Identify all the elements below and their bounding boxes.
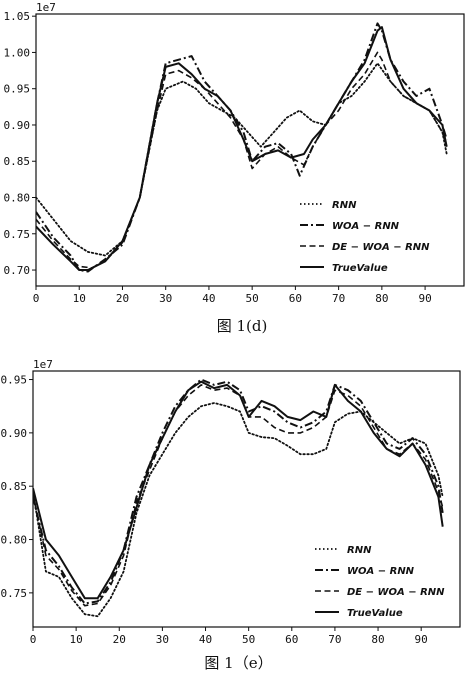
x-tick-label: 30 bbox=[156, 633, 169, 646]
legend-label-rnn: RNN bbox=[347, 545, 372, 556]
chart-d: 1e7 0 10 20 30 40 50 60 70 80 90 0.70 0.75 0.80 0.85 0.… bbox=[4, 1, 465, 335]
figure-caption: 图 1（e） bbox=[204, 654, 272, 672]
y-tick-label: 0.85 bbox=[1, 480, 28, 493]
x-tick-label: 60 bbox=[285, 633, 298, 646]
y-tick-label: 0.95 bbox=[4, 83, 31, 96]
x-tick-label: 40 bbox=[202, 292, 215, 305]
x-tick-label: 20 bbox=[116, 292, 129, 305]
legend-label-truevalue: TrueValue bbox=[347, 608, 403, 619]
y-tick-label: 0.85 bbox=[4, 155, 31, 168]
x-tick-label: 90 bbox=[418, 292, 431, 305]
y-tick-label: 0.75 bbox=[4, 228, 31, 241]
series-line-truevalue bbox=[36, 26, 448, 271]
x-tick-label: 10 bbox=[70, 633, 83, 646]
y-tick-label: 0.70 bbox=[4, 264, 31, 277]
axis-multiplier-label: 1e7 bbox=[33, 358, 53, 371]
x-tick-label: 0 bbox=[30, 633, 37, 646]
series-lines bbox=[36, 22, 448, 273]
x-tick-label: 70 bbox=[328, 633, 341, 646]
series-line-de-woa-rnn bbox=[36, 51, 448, 269]
legend-label-de-woa-rnn: DE − WOA − RNN bbox=[347, 587, 445, 598]
y-tick-label: 0.90 bbox=[1, 427, 28, 440]
y-tick-label: 1.05 bbox=[4, 10, 31, 23]
x-tick-label: 80 bbox=[375, 292, 388, 305]
x-tick-label: 40 bbox=[199, 633, 212, 646]
series-line-woa-rnn bbox=[33, 378, 444, 605]
x-tick-label: 90 bbox=[415, 633, 428, 646]
y-tick-label: 0.75 bbox=[1, 587, 28, 600]
legend-label-woa-rnn: WOA − RNN bbox=[332, 221, 400, 232]
x-tick-label: 0 bbox=[33, 292, 40, 305]
series-line-truevalue bbox=[33, 380, 444, 600]
x-tick-label: 60 bbox=[289, 292, 302, 305]
legend-label-woa-rnn: WOA − RNN bbox=[347, 566, 415, 577]
x-tick-label: 10 bbox=[73, 292, 86, 305]
y-tick-label: 0.90 bbox=[4, 119, 31, 132]
y-tick-label: 0.80 bbox=[1, 534, 28, 547]
x-tick-label: 50 bbox=[246, 292, 259, 305]
legend: RNN WOA − RNN DE − WOA − RNN TrueValue bbox=[300, 200, 430, 274]
x-tick-label: 70 bbox=[332, 292, 345, 305]
series-lines bbox=[33, 378, 444, 618]
x-tick-label: 30 bbox=[159, 292, 172, 305]
axis-multiplier-label: 1e7 bbox=[36, 1, 56, 14]
chart-e: 1e7 0 10 20 30 40 50 60 70 80 90 0.75 0.80 0.85 0.90 0.… bbox=[1, 358, 461, 672]
y-tick-label: 0.80 bbox=[4, 192, 31, 205]
series-line-woa-rnn bbox=[36, 22, 448, 273]
y-tick-label: 0.95 bbox=[1, 374, 28, 387]
legend-label-truevalue: TrueValue bbox=[332, 263, 388, 274]
plot-frame bbox=[35, 13, 465, 287]
x-tick-label: 80 bbox=[371, 633, 384, 646]
legend-label-de-woa-rnn: DE − WOA − RNN bbox=[332, 242, 430, 253]
legend-label-rnn: RNN bbox=[332, 200, 357, 211]
y-tick-label: 1.00 bbox=[4, 46, 31, 59]
x-tick-label: 50 bbox=[242, 633, 255, 646]
figure-caption: 图 1(d) bbox=[217, 317, 268, 335]
legend: RNN WOA − RNN DE − WOA − RNN TrueValue bbox=[315, 545, 445, 619]
x-tick-label: 20 bbox=[113, 633, 126, 646]
series-line-rnn bbox=[33, 402, 444, 618]
